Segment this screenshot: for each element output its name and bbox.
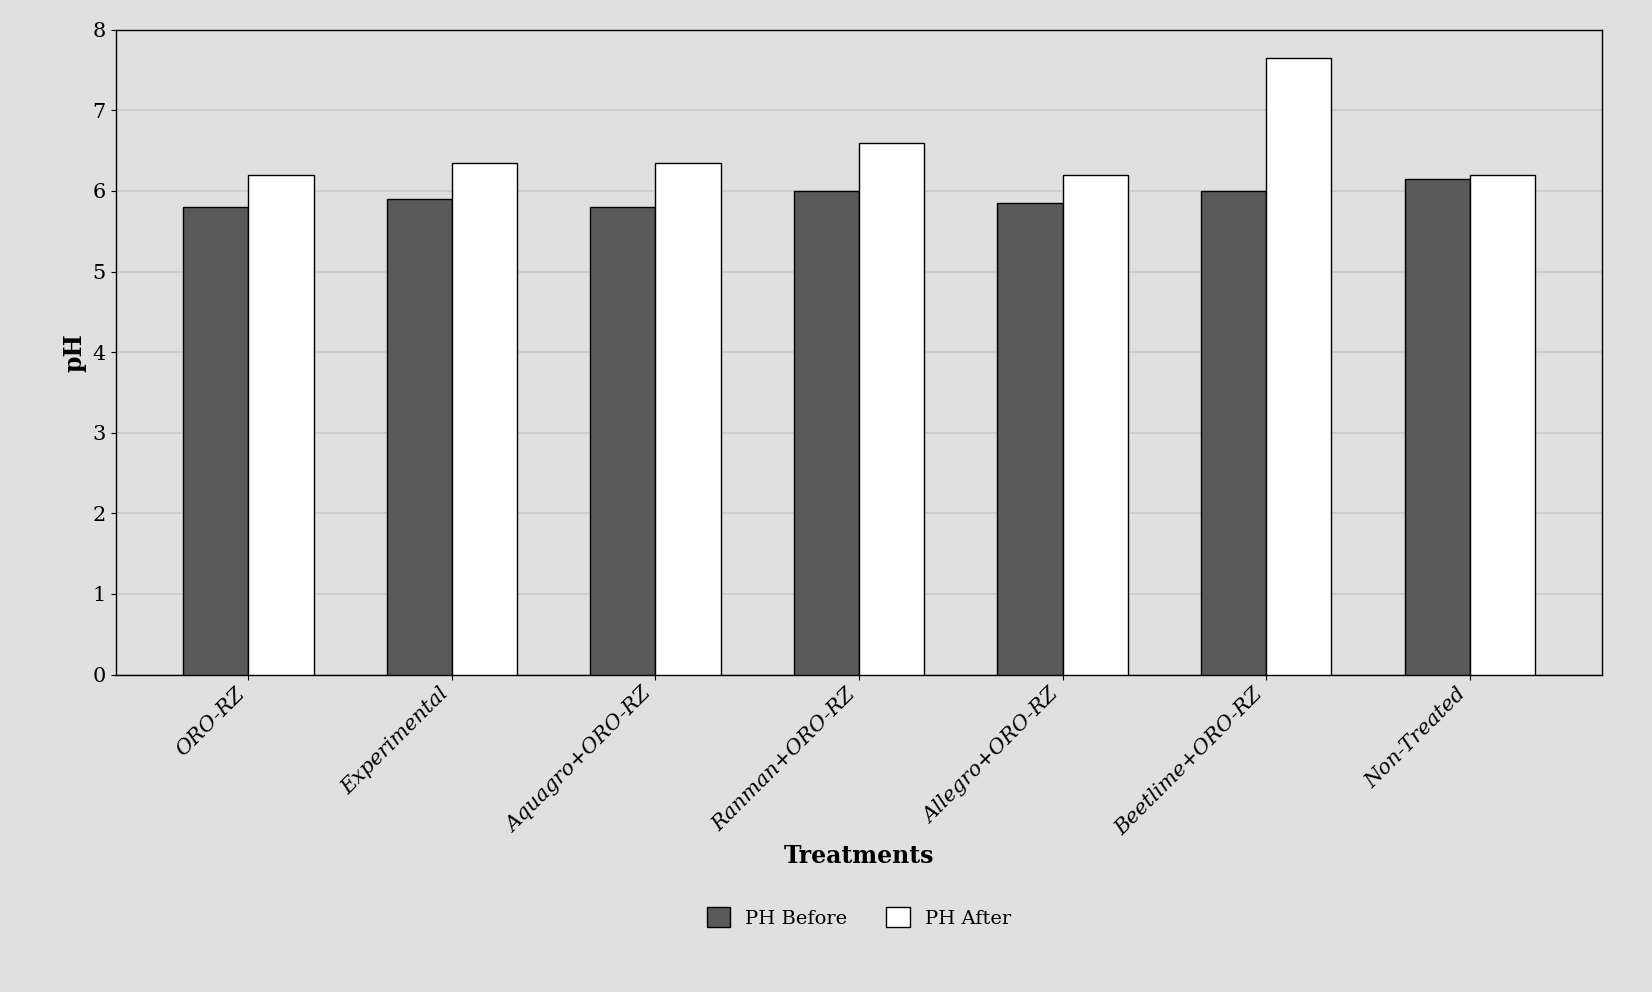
Bar bbox=[859, 143, 923, 675]
X-axis label: Treatments: Treatments bbox=[783, 844, 935, 868]
Bar bbox=[1201, 190, 1265, 675]
Y-axis label: pH: pH bbox=[63, 332, 88, 372]
Bar bbox=[1404, 179, 1470, 675]
Bar bbox=[656, 163, 720, 675]
Bar bbox=[453, 163, 517, 675]
Legend: PH Before, PH After: PH Before, PH After bbox=[699, 900, 1019, 935]
Bar bbox=[1265, 58, 1332, 675]
Bar bbox=[1470, 175, 1535, 675]
Bar bbox=[248, 175, 314, 675]
Bar bbox=[998, 203, 1062, 675]
Bar bbox=[1062, 175, 1128, 675]
Bar bbox=[795, 190, 859, 675]
Bar bbox=[183, 207, 248, 675]
Bar bbox=[590, 207, 656, 675]
Bar bbox=[387, 199, 453, 675]
